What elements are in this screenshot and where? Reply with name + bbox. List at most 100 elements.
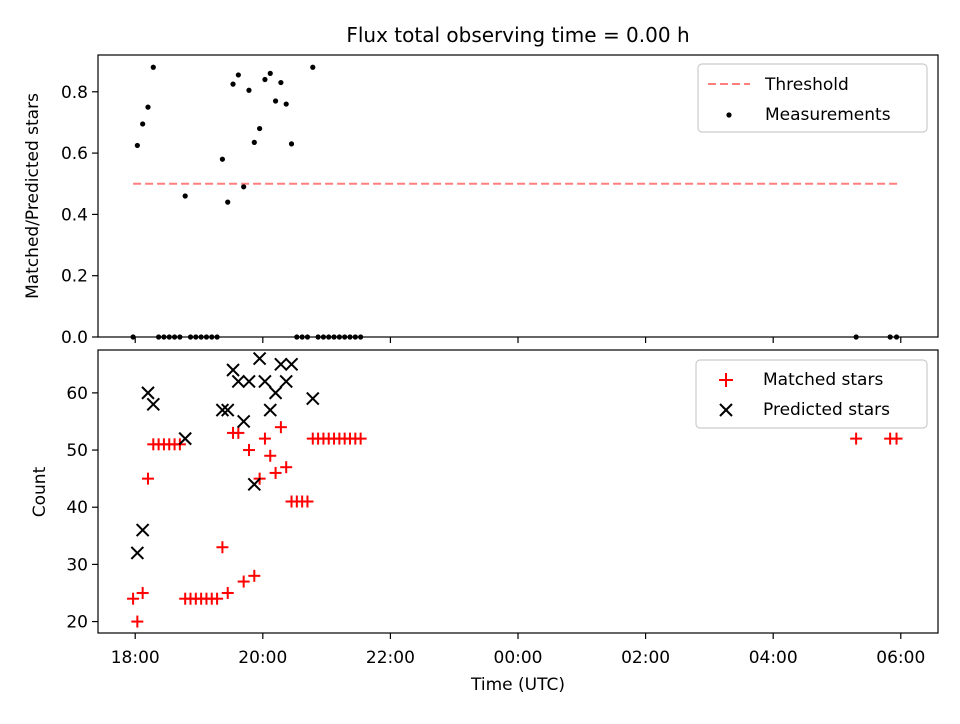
- predicted-star-point: [146, 397, 160, 412]
- top-x-ticks: [134, 337, 902, 343]
- x-tick-label: 22:00: [366, 648, 415, 668]
- matched-star-point: [890, 432, 903, 445]
- bottom-legend: Matched stars Predicted stars: [695, 359, 928, 429]
- predicted-star-point: [141, 386, 155, 400]
- matched-star-point: [141, 472, 154, 485]
- bottom-y-tick-label: 20: [66, 613, 88, 633]
- predicted-star-point: [258, 374, 272, 389]
- predicted-star-point: [178, 431, 192, 446]
- top-y-tick-label: 0.6: [61, 144, 88, 164]
- matched-star-point: [280, 461, 293, 474]
- predicted-star-point: [279, 374, 293, 389]
- measurement-point: [257, 125, 263, 132]
- chart-title: Flux total observing time = 0.00 h: [346, 23, 689, 47]
- matched-star-point: [274, 421, 287, 434]
- matched-star-point: [131, 615, 144, 628]
- bottom-x-ticks: 18:00 20:00 22:00 00:00 02:00 04:00 06:00: [111, 633, 925, 668]
- matched-star-point: [242, 444, 255, 457]
- predicted-star-point: [135, 523, 150, 537]
- predicted-star-point: [221, 403, 235, 417]
- matched-stars-series: [127, 421, 903, 628]
- legend-measurements-swatch: [726, 112, 732, 118]
- measurement-point: [225, 199, 231, 205]
- measurement-point: [241, 184, 247, 190]
- measurement-point: [230, 81, 236, 87]
- predicted-star-point: [284, 357, 299, 372]
- matched-star-point: [237, 575, 250, 588]
- matched-star-point: [136, 586, 149, 599]
- measurement-point: [219, 156, 226, 162]
- predicted-star-point: [247, 477, 262, 492]
- matched-star-point: [127, 592, 140, 605]
- bottom-y-tick-label: 50: [66, 441, 88, 461]
- matched-star-point: [248, 569, 261, 582]
- matched-star-point: [264, 449, 277, 462]
- legend-threshold-label: Threshold: [764, 75, 849, 95]
- bottom-y-tick-label: 30: [66, 555, 88, 575]
- legend-predicted-label: Predicted stars: [763, 400, 890, 420]
- measurement-point: [150, 64, 156, 70]
- measurement-point: [145, 104, 151, 110]
- x-tick-label: 04:00: [749, 648, 798, 668]
- measurement-point: [134, 142, 140, 149]
- predicted-star-point: [130, 546, 145, 560]
- x-tick-label: 02:00: [621, 648, 670, 668]
- measurement-point: [251, 139, 257, 145]
- matched-star-point: [354, 432, 367, 445]
- matched-star-point: [216, 541, 229, 554]
- top-y-tick-label: 0.0: [61, 328, 88, 348]
- predicted-star-point: [236, 414, 251, 429]
- legend-matched-swatch: [719, 373, 733, 387]
- matched-star-point: [850, 432, 863, 445]
- measurement-point: [267, 70, 273, 76]
- measurement-point: [283, 101, 289, 107]
- x-tick-label: 06:00: [876, 648, 925, 668]
- top-plot-frame: [97, 54, 939, 338]
- matched-star-point: [269, 466, 282, 479]
- measurement-point: [288, 141, 295, 147]
- matched-star-point: [258, 432, 271, 445]
- x-axis-label: Time (UTC): [470, 675, 565, 695]
- x-tick-label: 00:00: [494, 648, 543, 668]
- predicted-star-point: [268, 386, 283, 400]
- top-y-axis-label: Matched/Predicted stars: [23, 93, 43, 299]
- legend-matched-label: Matched stars: [763, 370, 883, 390]
- matched-star-point: [221, 586, 234, 599]
- matched-star-point: [211, 592, 224, 605]
- legend-measurements-label: Measurements: [765, 105, 891, 125]
- predicted-star-point: [215, 403, 230, 417]
- measurement-point: [262, 76, 268, 83]
- measurement-point: [272, 98, 279, 104]
- predicted-star-point: [242, 374, 256, 389]
- bottom-y-axis-label: Count: [30, 466, 50, 517]
- bottom-plot-panel: 20 30 40 50 60 18:00 20:00 22:00 00:00 02:00 04:0…: [30, 349, 939, 695]
- top-y-tick-label: 0.8: [61, 83, 88, 103]
- top-y-ticks: 0.0 0.2 0.4 0.6 0.8: [61, 83, 98, 348]
- measurement-point: [140, 121, 146, 127]
- legend-predicted-swatch: [719, 403, 733, 417]
- x-tick-label: 20:00: [238, 648, 287, 668]
- predicted-star-point: [274, 357, 288, 372]
- measurement-point: [235, 72, 241, 78]
- predicted-star-point: [263, 403, 277, 417]
- top-plot-panel: 0.00.20.40.60.8 Matched/Predicted stars …: [23, 54, 939, 348]
- bottom-y-ticks: 20 30 40 50 60: [66, 384, 98, 633]
- top-legend-box: [697, 63, 928, 133]
- x-tick-label: 18:00: [111, 648, 160, 668]
- measurement-point: [246, 87, 252, 93]
- measurement-point: [278, 79, 284, 86]
- matched-star-point: [232, 426, 245, 439]
- top-legend: Threshold Measurements: [697, 63, 928, 133]
- predicted-star-point: [306, 391, 320, 406]
- top-y-tick-label: 0.4: [61, 205, 88, 225]
- matched-star-point: [301, 495, 314, 508]
- top-y-tick-label: 0.2: [61, 267, 88, 287]
- predicted-star-point: [252, 351, 267, 366]
- bottom-plot-frame: [97, 349, 939, 634]
- measurement-point: [310, 64, 316, 70]
- measurement-point: [182, 193, 188, 199]
- predicted-stars-series: [130, 351, 320, 560]
- predicted-star-point: [226, 363, 240, 377]
- bottom-y-tick-label: 40: [66, 498, 88, 518]
